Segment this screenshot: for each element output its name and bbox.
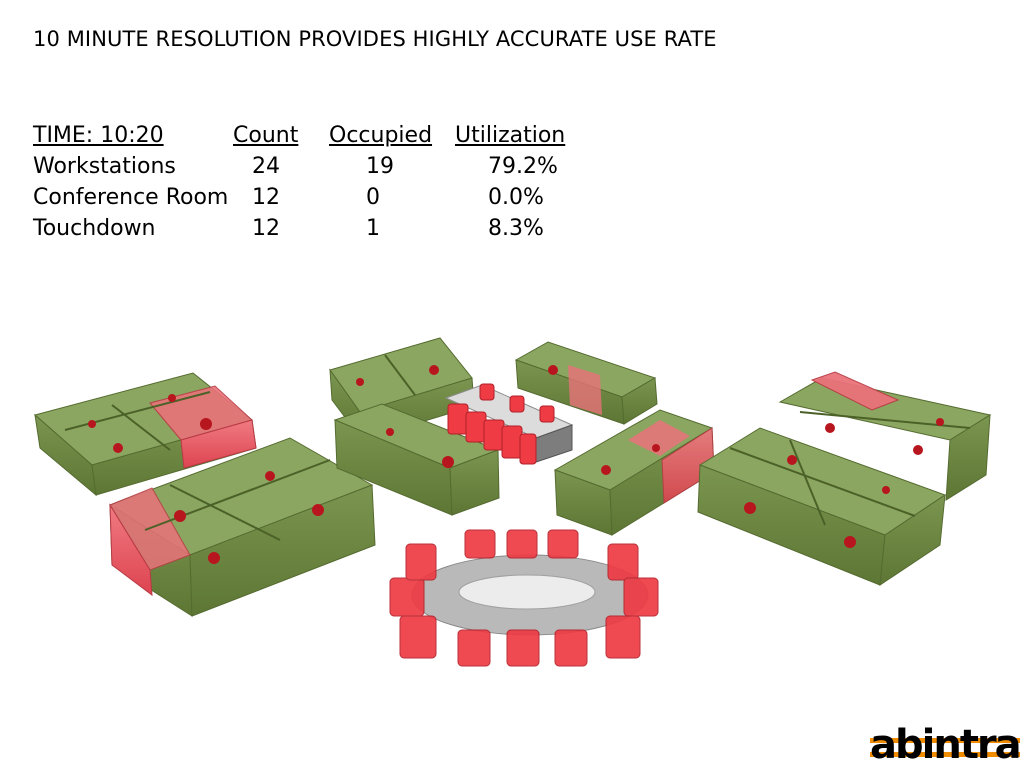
header-count: Count: [233, 123, 299, 148]
conference-room: [389, 529, 659, 667]
table-row: Workstations 24 19 79.2%: [33, 151, 575, 182]
workstation-cluster-center-left: [333, 403, 500, 516]
workstation-cluster-far-right-bottom: [697, 427, 947, 587]
row-utilization: 0.0%: [488, 185, 544, 210]
office-floor-plan-3d: [33, 337, 992, 667]
workstation-cluster-far-right-top: [778, 371, 992, 501]
slide-title: 10 MINUTE RESOLUTION PROVIDES HIGHLY ACC…: [33, 27, 717, 51]
row-label: Workstations: [33, 154, 176, 179]
header-utilization: Utilization: [455, 123, 566, 148]
utilization-table: TIME: 10:20 Count Occupied Utilization W…: [33, 120, 575, 244]
row-label: Conference Room: [33, 185, 229, 210]
row-count: 12: [252, 216, 280, 241]
row-label: Touchdown: [33, 216, 156, 241]
table-row: Conference Room 12 0 0.0%: [33, 182, 575, 213]
touchdown-bench: [444, 383, 574, 465]
logo-text: abintra: [870, 722, 1022, 768]
table-header-row: TIME: 10:20 Count Occupied Utilization: [33, 120, 575, 151]
row-occupied: 19: [366, 154, 394, 179]
row-count: 12: [252, 185, 280, 210]
workstation-cluster-center-right: [553, 409, 715, 536]
table-row: Touchdown 12 1 8.3%: [33, 213, 575, 244]
header-occupied: Occupied: [329, 123, 433, 148]
row-count: 24: [252, 154, 280, 179]
workstation-cluster-bottom-left: [108, 437, 376, 617]
abintra-logo: abintra: [862, 722, 1022, 768]
row-utilization: 79.2%: [488, 154, 558, 179]
row-occupied: 0: [366, 185, 380, 210]
workstation-cluster-top-left: [33, 372, 257, 497]
row-utilization: 8.3%: [488, 216, 544, 241]
workstation-cluster-top-center-right: [514, 341, 658, 425]
row-occupied: 1: [366, 216, 380, 241]
header-time: TIME: 10:20: [33, 123, 164, 148]
logo-accent-bars: [862, 726, 1022, 764]
